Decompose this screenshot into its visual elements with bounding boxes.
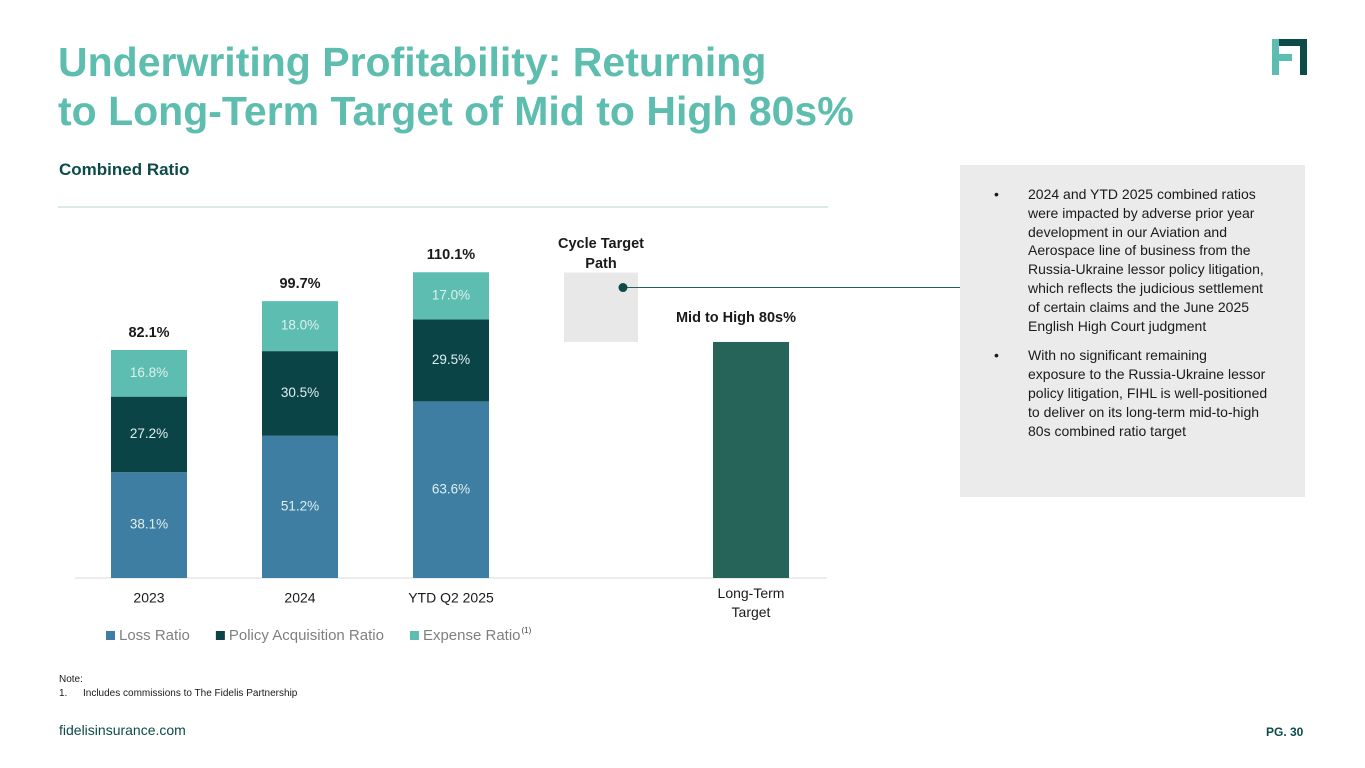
- bar-segment: [111, 396, 187, 473]
- note-heading: Note:: [59, 674, 83, 685]
- title-line: to Long-Term Target of Mid to High 80s%: [58, 88, 854, 134]
- legend-label: Expense Ratio: [423, 627, 521, 644]
- title-line: Underwriting Profitability: Returning: [58, 39, 767, 85]
- bar-segment: [413, 401, 489, 578]
- chart-subtitle: Combined Ratio: [59, 160, 190, 179]
- footnote: Note: 1. Includes commissions to The Fide…: [59, 673, 297, 701]
- note-text: Includes commissions to The Fidelis Part…: [83, 688, 298, 699]
- value-label: 29.5%: [432, 352, 470, 367]
- legend-label: Policy Acquisition Ratio: [229, 627, 384, 644]
- bar-segment: [413, 272, 489, 320]
- bar-segment: [262, 351, 338, 436]
- x-tick-label: 2024: [284, 590, 315, 606]
- footer-url: fidelisinsurance.com: [59, 722, 186, 738]
- legend-label: Loss Ratio: [119, 627, 190, 644]
- legend-swatch: [409, 631, 419, 640]
- cycle-target-box: [564, 272, 638, 342]
- chart: 38.1% 27.2% 16.8% 82.1% 2023 51.2% 30.5% 18.0% 9…: [58, 206, 960, 644]
- value-label: 51.2%: [281, 498, 319, 513]
- bar-segment: [262, 435, 338, 578]
- bar-segment: [111, 472, 187, 578]
- x-tick-label: YTD Q2 2025: [408, 590, 494, 606]
- value-label: 38.1%: [130, 517, 168, 532]
- value-label: 27.2%: [130, 426, 168, 441]
- value-label: 18.0%: [281, 318, 319, 333]
- target-value-label: Mid to High 80s%: [675, 309, 797, 326]
- x-tick-label: 2023: [133, 590, 164, 606]
- x-tick-label: Long-Term Target: [717, 585, 785, 620]
- legend-note: (1): [522, 626, 532, 635]
- note-number: 1.: [59, 688, 68, 699]
- bar-segment: [413, 319, 489, 402]
- total-label: 99.7%: [279, 276, 320, 292]
- bullet-list: 2024 and YTD 2025 combined ratios were i…: [960, 165, 1305, 440]
- connector-dot: [618, 283, 628, 293]
- value-label: 63.6%: [432, 481, 470, 496]
- logo: [1272, 39, 1307, 75]
- note-item: 1. Includes commissions to The Fidelis Pa…: [59, 687, 297, 701]
- bar-segment: [111, 350, 187, 397]
- slide-title: Underwriting Profitability: Returning to…: [58, 38, 958, 136]
- commentary-panel: 2024 and YTD 2025 combined ratios were i…: [960, 165, 1305, 497]
- legend-swatch: [106, 631, 115, 640]
- legend: Loss Ratio Policy Acquisition Ratio Expens…: [106, 626, 532, 644]
- value-label: 17.0%: [432, 287, 470, 302]
- value-label: 16.8%: [130, 365, 168, 380]
- target-bar: [713, 341, 789, 578]
- bullet: With no significant remaining exposure t…: [960, 346, 1268, 440]
- cycle-target-label: Cycle Target Path: [558, 235, 644, 272]
- value-label: 30.5%: [281, 385, 319, 400]
- total-label: 110.1%: [427, 247, 475, 263]
- total-label: 82.1%: [128, 325, 169, 341]
- bar-segment: [262, 301, 338, 352]
- page-number: PG. 30: [1266, 725, 1304, 739]
- legend-swatch: [215, 631, 225, 640]
- bullet: 2024 and YTD 2025 combined ratios were i…: [960, 185, 1268, 335]
